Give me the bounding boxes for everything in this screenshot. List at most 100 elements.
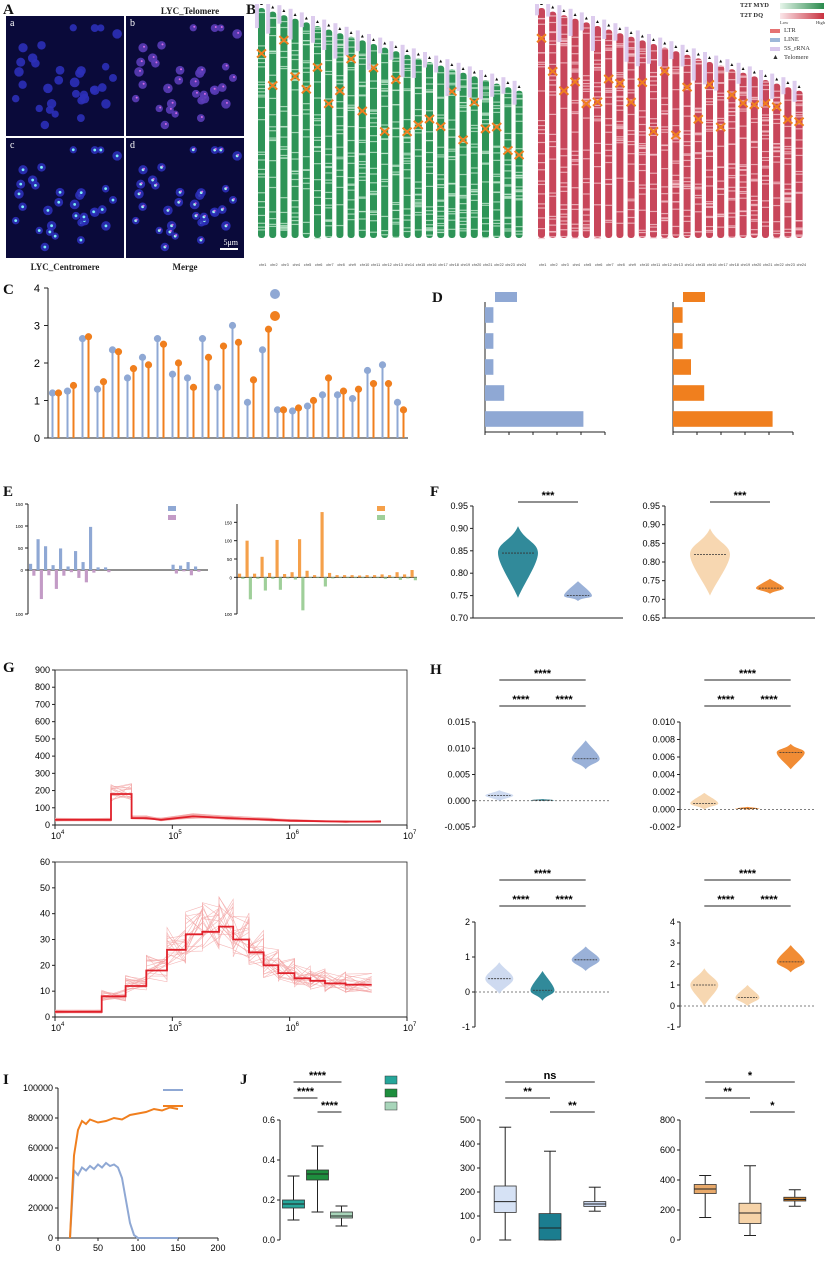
chromosome-band xyxy=(638,53,646,55)
telomere-signal xyxy=(142,204,145,207)
chromosome-band xyxy=(594,236,601,238)
chromosome-band xyxy=(269,114,277,116)
significance-label: ** xyxy=(568,1100,577,1112)
chromosome-band xyxy=(549,218,557,220)
rrna-track xyxy=(501,77,506,94)
chromosome-band xyxy=(358,85,366,88)
telomere-mark: ▲ xyxy=(573,12,578,18)
chromosome-band xyxy=(627,133,635,135)
chromosome-band xyxy=(515,175,523,177)
chromosome-band xyxy=(347,183,355,185)
chromosome-band xyxy=(325,98,333,100)
chromosome-band xyxy=(370,125,377,128)
chromosome-band xyxy=(661,66,669,68)
centromere-mark xyxy=(536,33,547,43)
y-tick-label: 0.70 xyxy=(450,613,468,623)
chromosome-band xyxy=(258,57,265,60)
telomere-signal xyxy=(152,178,155,181)
chromosome-label: chr15 xyxy=(696,263,706,267)
chromosome-band xyxy=(560,155,568,157)
chromosome-band xyxy=(650,91,657,93)
chromosome-label: chr5 xyxy=(584,263,591,267)
chromosome-band xyxy=(280,136,288,138)
nucleus xyxy=(45,105,54,114)
telomere-signal xyxy=(180,190,183,193)
chromosome-band xyxy=(795,170,803,173)
chromosome-band xyxy=(661,212,669,215)
telomere-mark: ▲ xyxy=(584,15,589,21)
chromosome-band xyxy=(549,141,557,143)
telomere-signal xyxy=(193,147,196,150)
chromosome-band xyxy=(571,227,579,229)
lollipop-head xyxy=(99,378,108,386)
nucleus xyxy=(191,89,200,98)
centromere-signal xyxy=(111,198,115,202)
nuclei-image xyxy=(11,146,122,252)
telomere-signal xyxy=(225,64,228,67)
chromosome-band xyxy=(493,85,501,87)
chromosome-band xyxy=(560,24,568,26)
chromosome-label: chr19 xyxy=(461,263,471,267)
scale-bar xyxy=(220,248,238,250)
x-tick-exponent: 7 xyxy=(413,1022,417,1028)
chromosome-band xyxy=(392,128,400,130)
chromosome-band xyxy=(560,213,568,215)
y-tick-label: 2 xyxy=(465,917,470,927)
chromosome-band xyxy=(381,90,389,92)
chromosome-band xyxy=(426,229,433,231)
chromosome-band xyxy=(504,197,512,199)
chromosome-band xyxy=(459,154,467,156)
chromosome-band xyxy=(650,98,657,100)
chromosome-band xyxy=(280,148,288,150)
centromere-mark xyxy=(334,86,346,96)
chromosome-band xyxy=(258,66,265,68)
lollipop-head xyxy=(363,366,372,375)
bar-sum xyxy=(350,575,354,578)
chromosome-band xyxy=(325,40,333,42)
chromosome-band xyxy=(627,55,635,57)
chromosome-label: chr22 xyxy=(494,263,504,267)
centromere-mark xyxy=(278,35,290,45)
chromosome-band xyxy=(728,225,736,227)
lollipop-head xyxy=(153,335,162,343)
chromosome-band xyxy=(750,204,758,207)
y-tick-label: 0.008 xyxy=(652,735,675,745)
chromosome-label: chr8 xyxy=(337,263,344,267)
chromosome xyxy=(381,47,389,238)
chromosome-band xyxy=(470,188,478,191)
telomere-mark: ▲ xyxy=(797,84,802,90)
rrna-track xyxy=(635,30,640,67)
centromere-signal xyxy=(37,229,41,232)
chromosome-band xyxy=(717,92,725,94)
chromosome-band xyxy=(414,203,422,205)
chromosome-band xyxy=(493,90,501,92)
chromosome-band xyxy=(582,220,590,222)
chromosome-band xyxy=(470,127,478,129)
chromosome-band xyxy=(347,125,355,128)
chromosome xyxy=(739,72,747,238)
centromere-mark xyxy=(592,97,603,107)
chromosome-band xyxy=(370,182,377,184)
chromosome xyxy=(392,51,400,239)
chromosome-band xyxy=(358,218,366,220)
bar-sum xyxy=(365,575,369,578)
chromosome-band xyxy=(426,166,433,168)
chromosome-band xyxy=(728,197,736,200)
bar-sum xyxy=(186,562,190,570)
chromosome-band xyxy=(392,221,400,223)
chromosome-band xyxy=(280,227,288,229)
lollipop-head xyxy=(213,383,222,391)
y-tick-label: 150 xyxy=(15,502,23,507)
chromosome-band xyxy=(280,26,288,29)
lollipop-head xyxy=(78,335,87,343)
chromosome-band xyxy=(672,137,680,139)
chromosome-band xyxy=(728,212,736,214)
chromosome-band xyxy=(717,123,725,125)
chromosome-band xyxy=(717,117,725,120)
chromosome-band xyxy=(269,218,277,220)
chromosome-band xyxy=(459,217,467,219)
rrna-track xyxy=(344,26,349,56)
chromosome-band xyxy=(706,231,713,233)
